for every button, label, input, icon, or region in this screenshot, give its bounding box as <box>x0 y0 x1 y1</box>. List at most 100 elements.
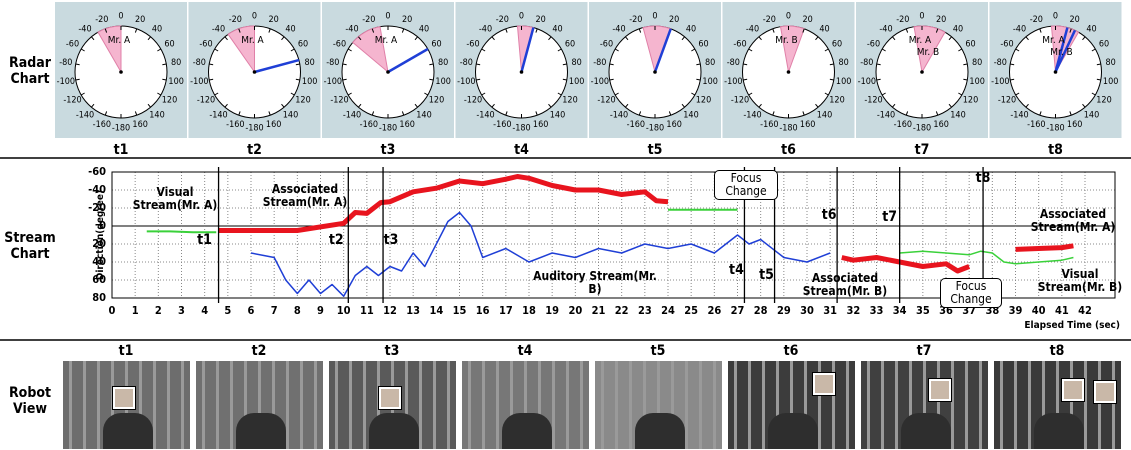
dial-tick <box>877 79 881 80</box>
dial-tick-label: 40 <box>285 25 295 35</box>
dial-tick-label: 160 <box>266 120 281 130</box>
dial-tick <box>877 64 881 65</box>
dial-tick-label: -180 <box>112 124 130 134</box>
photo <box>63 361 190 449</box>
time-marker-label: t3 <box>384 232 399 248</box>
dial-tick-label: -100 <box>457 77 475 87</box>
row-label: Robot View <box>4 385 56 417</box>
dial-tick-label: -40 <box>612 25 625 35</box>
dial-tick-label: 100 <box>168 77 183 87</box>
dial-tick <box>830 79 834 80</box>
dial-tick-label: 140 <box>683 110 698 120</box>
dial-tick-label: -80 <box>860 58 873 68</box>
dial-tick-label: -80 <box>193 58 206 68</box>
x-tick-label: 15 <box>453 304 467 317</box>
dial-tick-label: -140 <box>476 110 494 120</box>
dial-tick-label: -80 <box>326 58 339 68</box>
dial-tick <box>343 79 347 80</box>
series-label: Visual Stream(Mr. B) <box>1030 268 1130 294</box>
dial-tick <box>743 64 747 65</box>
dial-tick-label: 20 <box>535 15 545 25</box>
dial-tick-label: 0 <box>519 12 524 22</box>
dial-tick-label: -160 <box>1027 120 1045 130</box>
dial-tick-label: -100 <box>858 77 876 87</box>
x-tick-label: 29 <box>777 304 791 317</box>
x-tick-label: 9 <box>317 304 324 317</box>
dial-tick-label: -40 <box>479 25 492 35</box>
view-label: t4 <box>518 343 533 359</box>
dial-tick <box>476 79 480 80</box>
dial-tick-label: 60 <box>298 40 308 50</box>
series-label: Associated Stream(Mr. A) <box>255 183 355 209</box>
view-label: t5 <box>651 343 666 359</box>
dial-tick-label: -60 <box>466 40 479 50</box>
dial-tick <box>830 64 834 65</box>
photo <box>861 361 988 449</box>
dial-tick <box>696 79 700 80</box>
dial-tick-label: -180 <box>1046 124 1064 134</box>
panel-label: t5 <box>648 142 663 158</box>
series-label: Associated Stream(Mr. B) <box>795 272 895 298</box>
dial-tick-label: -140 <box>343 110 361 120</box>
photo <box>728 361 855 449</box>
dial-tick-label: 40 <box>953 25 963 35</box>
dial-tick <box>162 79 166 80</box>
person-label: Mr. B <box>1050 47 1072 58</box>
dial-tick-label: -140 <box>76 110 94 120</box>
x-tick-label: 0 <box>109 304 116 317</box>
dial-tick-label: -20 <box>763 15 776 25</box>
dial-tick-label: 140 <box>1084 110 1099 120</box>
x-tick-label: 17 <box>499 304 513 317</box>
time-marker-label: t5 <box>759 267 774 283</box>
face-box <box>113 387 135 409</box>
dial-tick-label: -180 <box>913 124 931 134</box>
x-tick-label: 27 <box>731 304 745 317</box>
dial-tick-label: 120 <box>829 96 844 106</box>
dial-tick-label: -80 <box>593 58 606 68</box>
center <box>1054 70 1058 74</box>
x-tick-label: 20 <box>568 304 582 317</box>
view-label: t7 <box>917 343 932 359</box>
dial-tick-label: 60 <box>1099 40 1109 50</box>
dial-tick-label: 80 <box>972 58 982 68</box>
face-box <box>813 373 835 395</box>
row-label: Stream Chart <box>4 230 56 262</box>
dial-tick <box>296 79 300 80</box>
dial-tick-label: 160 <box>399 120 414 130</box>
dial-tick-label: -120 <box>63 96 81 106</box>
dial-tick-label: -120 <box>197 96 215 106</box>
focus-change: Focus Change <box>714 170 778 200</box>
dial-tick-label: -100 <box>724 77 742 87</box>
dial-tick-label: -140 <box>743 110 761 120</box>
time-marker-label: t8 <box>976 170 991 186</box>
dial-tick-label: -20 <box>95 15 108 25</box>
panel-label: t2 <box>247 142 262 158</box>
x-tick-label: 23 <box>638 304 652 317</box>
dial-tick-label: -160 <box>360 120 378 130</box>
dial-tick-label: -20 <box>896 15 909 25</box>
dial-tick-label: 100 <box>435 77 450 87</box>
dial-tick-label: -80 <box>994 58 1007 68</box>
dial-tick-label: -180 <box>779 124 797 134</box>
dial-tick-label: 0 <box>652 12 657 22</box>
dial-tick-label: 0 <box>786 12 791 22</box>
view-label: t2 <box>252 343 267 359</box>
time-marker-label: t7 <box>882 209 897 225</box>
y-tick-label: 80 <box>92 291 106 304</box>
dial-tick-label: 0 <box>919 12 924 22</box>
x-tick-label: 40 <box>1032 304 1046 317</box>
dial-tick <box>1010 79 1014 80</box>
dial-tick <box>476 64 480 65</box>
dial-tick-label: 0 <box>385 12 390 22</box>
row-label: Radar Chart <box>4 55 56 87</box>
dial-tick-label: -20 <box>496 15 509 25</box>
dial-tick-label: 40 <box>419 25 429 35</box>
dial-tick <box>563 79 567 80</box>
view-label: t1 <box>119 343 134 359</box>
dial-tick-label: 0 <box>1053 12 1058 22</box>
face-box <box>379 387 401 409</box>
view-label: t3 <box>385 343 400 359</box>
dial-tick-label: -120 <box>597 96 615 106</box>
dial-tick-label: -40 <box>1013 25 1026 35</box>
person <box>103 413 153 449</box>
